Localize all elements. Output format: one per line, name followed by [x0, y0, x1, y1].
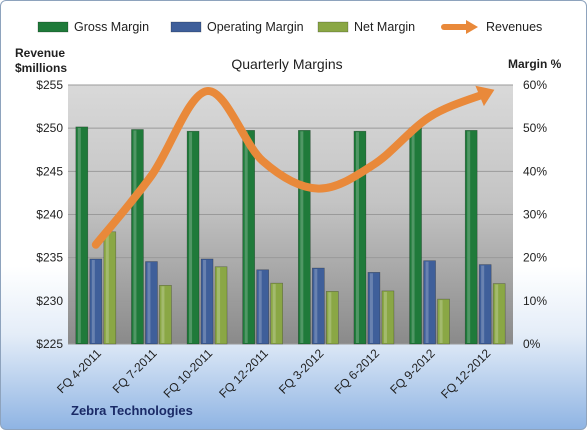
- bar-highlight: [258, 270, 262, 343]
- revenue-arrowhead: [475, 85, 495, 107]
- right-tick-label: 20%: [523, 251, 547, 265]
- bar-highlight: [300, 131, 304, 343]
- bar-gross-margin: [75, 126, 89, 345]
- category-label: FQ 9-2012: [387, 346, 438, 397]
- bar-net-margin: [270, 282, 283, 345]
- right-tick-label: 30%: [523, 208, 547, 222]
- bar-operating-margin: [145, 261, 158, 345]
- bar-highlight: [203, 259, 207, 343]
- bar-highlight: [272, 284, 276, 343]
- bars: [75, 126, 506, 345]
- bar-highlight: [495, 284, 499, 343]
- left-tick-label: $225: [36, 337, 63, 351]
- bar-highlight: [425, 261, 429, 343]
- bar-operating-margin: [312, 267, 325, 345]
- company-name: Zebra Technologies: [71, 403, 193, 418]
- left-tick-label: $235: [36, 251, 63, 265]
- category-label: FQ 4-2011: [54, 346, 104, 396]
- legend-swatch-gross-margin: [37, 21, 69, 33]
- right-tick-label: 10%: [523, 294, 547, 308]
- bar-net-margin: [326, 291, 339, 345]
- chart-title: Quarterly Margins: [231, 56, 342, 72]
- bar-net-margin: [103, 231, 117, 345]
- bar-net-margin: [381, 290, 395, 345]
- left-tick-label: $240: [36, 208, 63, 222]
- bar-highlight: [244, 131, 248, 343]
- bar-operating-margin: [200, 258, 214, 345]
- right-tick-label: 0%: [523, 337, 541, 351]
- bar-net-margin: [492, 283, 506, 345]
- bar-highlight: [355, 132, 359, 343]
- bar-gross-margin: [242, 130, 255, 345]
- bar-highlight: [467, 131, 471, 343]
- bar-gross-margin: [464, 130, 478, 345]
- left-tick-label: $245: [36, 164, 63, 178]
- revenue-line: [91, 85, 495, 249]
- legend-label-net-margin: Net Margin: [354, 20, 415, 34]
- bar-operating-margin: [423, 260, 436, 345]
- bar-gross-margin: [186, 130, 200, 345]
- bar-operating-margin: [89, 258, 103, 345]
- bar-gross-margin: [131, 129, 144, 345]
- bar-gross-margin: [298, 130, 311, 345]
- bar-highlight: [189, 132, 193, 343]
- legend: Gross Margin Operating Margin Net Margin Re…: [37, 20, 542, 34]
- bar-highlight: [369, 273, 373, 343]
- left-tick-label: $255: [36, 78, 63, 92]
- bar-highlight: [161, 286, 165, 343]
- bar-highlight: [133, 130, 137, 343]
- legend-swatch-operating-margin: [170, 21, 202, 33]
- legend-label-operating-margin: Operating Margin: [207, 20, 304, 34]
- bar-net-margin: [214, 266, 228, 345]
- left-axis-title-line1: Revenue: [15, 46, 65, 60]
- bar-gross-margin: [353, 130, 367, 345]
- left-tick-label: $250: [36, 121, 63, 135]
- bar-highlight: [105, 232, 109, 343]
- right-tick-label: 40%: [523, 164, 547, 178]
- right-tick-label: 60%: [523, 78, 547, 92]
- category-label: FQ 10-2011: [161, 346, 216, 401]
- category-label: FQ 12-2012: [438, 346, 493, 401]
- legend-label-gross-margin: Gross Margin: [74, 20, 149, 34]
- category-label: FQ 12-2011: [216, 346, 271, 401]
- right-tick-label: 50%: [523, 121, 547, 135]
- bar-gross-margin: [409, 127, 422, 345]
- bar-operating-margin: [367, 272, 381, 345]
- bar-net-margin: [159, 284, 172, 345]
- revenue-line-path: [91, 87, 490, 249]
- category-label: FQ 3-2012: [276, 346, 327, 397]
- bar-highlight: [481, 265, 485, 343]
- bar-highlight: [91, 259, 95, 343]
- right-axis-title: Margin %: [508, 57, 562, 71]
- bar-highlight: [77, 127, 81, 343]
- bar-highlight: [383, 291, 387, 343]
- category-label: FQ 6-2012: [332, 346, 383, 397]
- category-label: FQ 7-2011: [110, 346, 160, 396]
- legend-arrow-revenues: [466, 20, 478, 34]
- bar-highlight: [217, 267, 221, 343]
- bar-highlight: [314, 269, 318, 343]
- bar-highlight: [328, 292, 332, 343]
- left-tick-label: $230: [36, 294, 63, 308]
- bar-operating-margin: [256, 269, 269, 345]
- bar-operating-margin: [478, 264, 492, 345]
- bar-highlight: [411, 128, 415, 343]
- bar-highlight: [147, 262, 151, 343]
- bar-highlight: [439, 300, 443, 343]
- left-axis-title-line2: $millions: [15, 61, 67, 75]
- bar-net-margin: [437, 298, 450, 345]
- legend-swatch-net-margin: [317, 21, 349, 33]
- legend-label-revenues: Revenues: [486, 20, 542, 34]
